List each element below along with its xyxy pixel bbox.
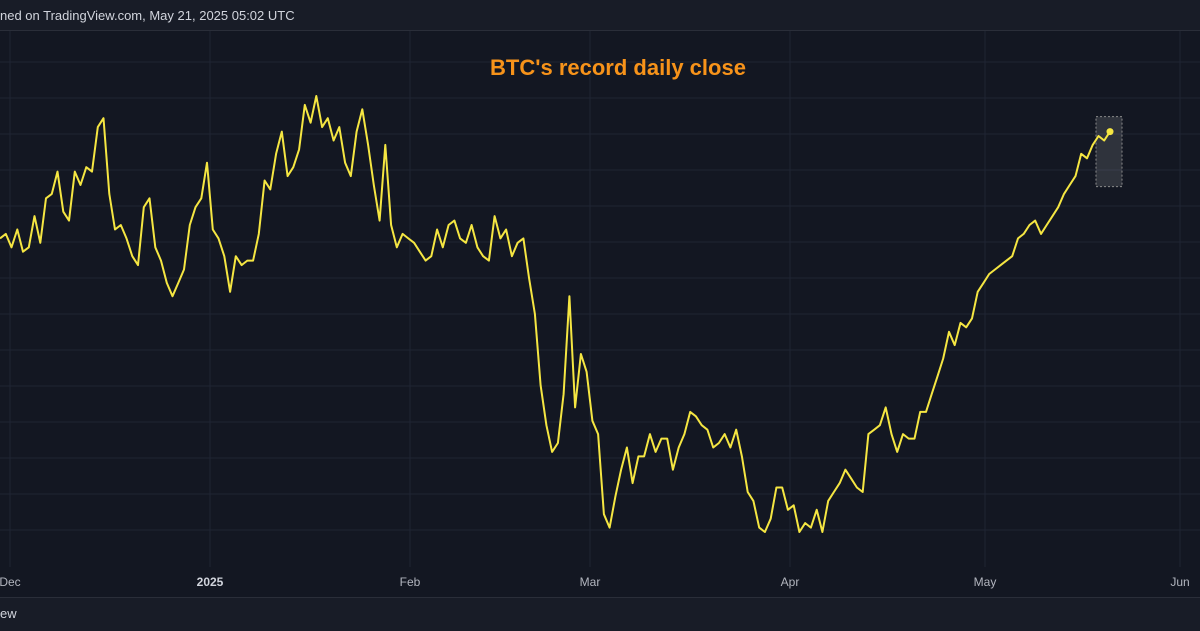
brand-text: ew [0, 606, 17, 621]
record-highlight-box [1095, 116, 1123, 188]
x-tick-label: Dec [0, 575, 21, 589]
record-close-highlight [1095, 116, 1123, 188]
x-tick-label: Jun [1170, 575, 1189, 589]
x-tick-label: Apr [781, 575, 800, 589]
chart-title: BTC's record daily close [490, 55, 746, 80]
chart-grid [0, 30, 1200, 567]
price-series [0, 95, 1114, 533]
x-tick-label: Feb [400, 575, 421, 589]
x-tick-label: May [974, 575, 997, 589]
x-axis: Dec 2025 Feb Mar Apr May Jun [0, 575, 1190, 589]
x-tick-label: 2025 [197, 575, 224, 589]
x-tick-label: Mar [580, 575, 601, 589]
attribution-text: ned on TradingView.com, May 21, 2025 05:… [0, 8, 295, 23]
btc-price-line [0, 95, 1111, 533]
top-bar: ned on TradingView.com, May 21, 2025 05:… [0, 0, 1200, 31]
record-close-point [1106, 128, 1114, 136]
bottom-bar: ew [0, 597, 1200, 631]
